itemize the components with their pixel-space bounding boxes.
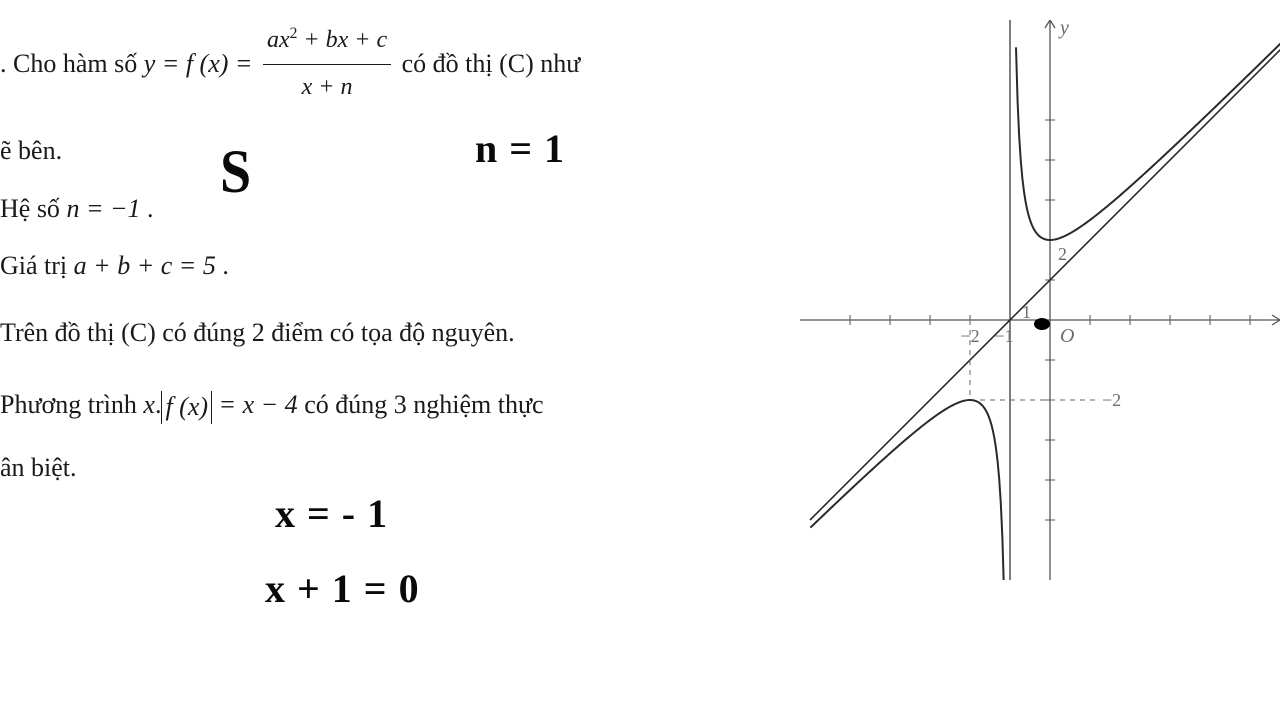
line-4: Giá trị a + b + c = 5 .: [0, 241, 790, 290]
handwrite-S: S: [220, 137, 252, 207]
line-3: Hệ số n = −1 .: [0, 184, 790, 233]
l1-lead: . Cho hàm số: [0, 49, 144, 78]
line-7: ân biệt.: [0, 443, 790, 492]
line-2: ẽ bên.: [0, 126, 790, 175]
line-5: Trên đồ thị (C) có đúng 2 điểm có tọa độ…: [0, 308, 790, 357]
svg-text:−2: −2: [1102, 390, 1121, 410]
handwrite-n-eq-1: n = 1: [475, 125, 565, 172]
l1-tail: có đồ thị (C) như: [402, 49, 581, 78]
l1-lhs: y = f (x) =: [144, 49, 259, 78]
graph-figure: y O −1 −2 1 2 −2: [800, 20, 1280, 580]
graph-svg: y O −1 −2 1 2 −2: [800, 20, 1280, 580]
svg-text:−2: −2: [960, 326, 979, 346]
fraction-numerator: ax2 + bx + c: [263, 18, 391, 65]
line-1: . Cho hàm số y = f (x) = ax2 + bx + c x …: [0, 20, 790, 112]
handwrite-x-neg1: x = - 1: [275, 490, 388, 537]
line-6: Phương trình x.f (x) = x − 4 có đúng 3 n…: [0, 380, 790, 429]
svg-text:−1: −1: [994, 326, 1013, 346]
abs-value: f (x): [161, 391, 212, 424]
problem-text-block: . Cho hàm số y = f (x) = ax2 + bx + c x …: [0, 20, 790, 493]
svg-text:y: y: [1058, 20, 1069, 39]
svg-text:1: 1: [1022, 302, 1031, 322]
rational-fraction: ax2 + bx + c x + n: [263, 18, 391, 110]
fraction-denominator: x + n: [263, 65, 391, 111]
svg-text:2: 2: [1058, 244, 1067, 264]
handwrite-x-plus1-0: x + 1 = 0: [265, 565, 420, 612]
svg-text:O: O: [1060, 325, 1074, 347]
